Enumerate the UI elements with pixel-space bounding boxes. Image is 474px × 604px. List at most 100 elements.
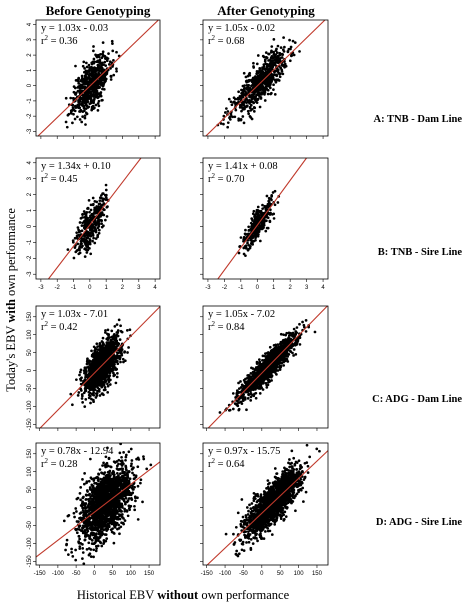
data-point bbox=[104, 77, 108, 81]
data-point bbox=[84, 82, 87, 86]
data-point bbox=[231, 392, 235, 395]
data-point bbox=[262, 90, 265, 93]
data-point bbox=[281, 64, 285, 68]
data-point bbox=[117, 318, 121, 322]
data-point bbox=[263, 205, 266, 209]
data-point bbox=[278, 57, 282, 60]
data-point bbox=[249, 238, 252, 242]
data-point bbox=[280, 70, 284, 73]
data-point bbox=[238, 94, 242, 98]
data-point bbox=[298, 343, 302, 346]
data-point bbox=[261, 207, 264, 211]
data-point bbox=[259, 363, 263, 367]
data-point bbox=[96, 109, 100, 112]
data-point bbox=[246, 248, 250, 252]
data-point bbox=[111, 42, 114, 45]
data-point bbox=[95, 86, 98, 90]
data-point bbox=[226, 121, 230, 125]
data-point bbox=[254, 217, 258, 221]
data-point bbox=[291, 331, 295, 335]
data-point bbox=[270, 64, 274, 68]
data-point bbox=[77, 228, 80, 232]
data-point bbox=[110, 369, 114, 373]
data-point bbox=[274, 345, 278, 348]
data-point bbox=[93, 357, 97, 360]
data-point bbox=[101, 50, 105, 54]
x-tick-label: -2 bbox=[222, 285, 228, 291]
data-point bbox=[80, 397, 84, 400]
data-point bbox=[247, 72, 251, 76]
data-point bbox=[244, 75, 248, 79]
data-point bbox=[108, 60, 112, 64]
data-point bbox=[101, 377, 105, 381]
r-squared-label: r2 = 0.84 bbox=[208, 320, 245, 333]
data-point bbox=[286, 360, 290, 363]
data-point bbox=[95, 200, 99, 204]
data-point bbox=[75, 249, 79, 252]
data-point bbox=[110, 39, 114, 43]
data-point bbox=[251, 373, 255, 376]
x-tick-label: -2 bbox=[55, 285, 61, 291]
data-point bbox=[93, 226, 96, 229]
data-point bbox=[99, 205, 103, 209]
data-point bbox=[249, 387, 253, 391]
regression-line bbox=[217, 158, 307, 279]
data-point bbox=[123, 350, 127, 354]
data-point bbox=[242, 104, 246, 107]
data-point bbox=[117, 523, 120, 527]
data-point bbox=[92, 389, 95, 392]
data-point bbox=[98, 58, 102, 62]
data-point bbox=[104, 72, 108, 76]
data-point bbox=[87, 198, 91, 202]
data-point bbox=[106, 382, 109, 386]
data-point bbox=[247, 99, 250, 103]
data-point bbox=[96, 92, 100, 95]
data-point bbox=[69, 109, 73, 113]
scatter-points bbox=[64, 39, 121, 129]
data-point bbox=[100, 392, 104, 396]
data-point bbox=[93, 221, 97, 224]
data-point bbox=[273, 70, 276, 74]
data-point bbox=[115, 67, 118, 71]
data-point bbox=[89, 91, 92, 94]
data-point bbox=[261, 75, 265, 78]
data-point bbox=[85, 72, 89, 76]
data-point bbox=[239, 236, 243, 239]
r-squared-label: r2 = 0.45 bbox=[41, 172, 78, 185]
data-point bbox=[237, 407, 241, 411]
data-point bbox=[246, 232, 250, 236]
data-point bbox=[88, 228, 92, 232]
data-point bbox=[103, 80, 107, 84]
data-point bbox=[88, 233, 92, 236]
data-point bbox=[97, 206, 101, 210]
data-point bbox=[258, 85, 261, 89]
data-point bbox=[249, 236, 252, 240]
data-point bbox=[92, 60, 96, 64]
y-tick-label: -2 bbox=[27, 255, 33, 261]
data-point bbox=[85, 93, 88, 97]
data-point bbox=[260, 374, 264, 378]
data-point bbox=[242, 71, 246, 75]
data-point bbox=[130, 462, 133, 466]
data-point bbox=[253, 83, 257, 87]
data-point bbox=[267, 52, 270, 56]
y-tick-label: 4 bbox=[27, 22, 33, 26]
data-point bbox=[96, 102, 100, 105]
data-point bbox=[263, 218, 267, 222]
data-point bbox=[258, 239, 262, 243]
data-point bbox=[268, 345, 272, 349]
data-point bbox=[262, 221, 266, 224]
data-point bbox=[106, 384, 110, 388]
data-point bbox=[258, 105, 262, 109]
data-point bbox=[249, 395, 253, 399]
data-point bbox=[93, 366, 97, 370]
data-point bbox=[267, 373, 270, 377]
data-point bbox=[297, 336, 300, 340]
data-point bbox=[269, 76, 273, 80]
data-point bbox=[252, 234, 256, 237]
data-point bbox=[87, 96, 91, 100]
data-point bbox=[107, 63, 111, 66]
data-point bbox=[237, 251, 241, 255]
data-point bbox=[273, 203, 277, 207]
